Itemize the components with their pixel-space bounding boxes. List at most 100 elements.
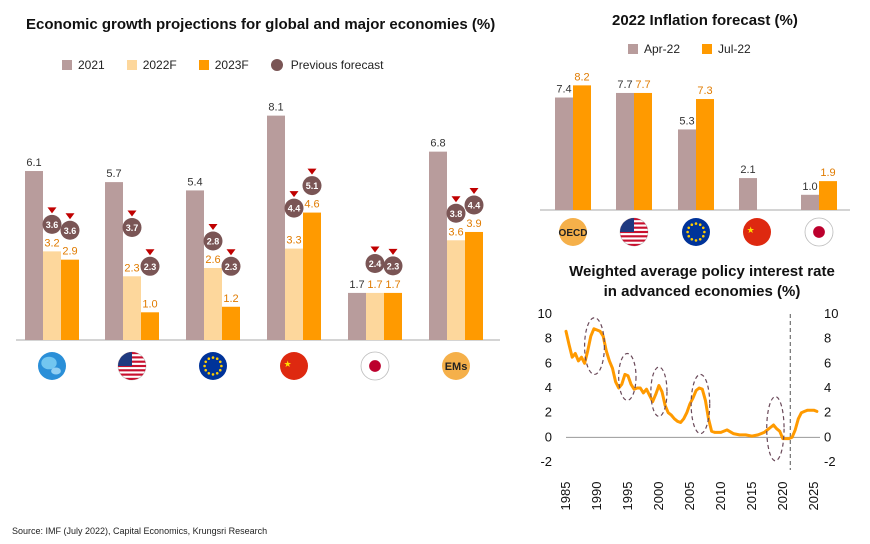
us-flag-icon-canton bbox=[118, 352, 132, 366]
policy-rate-title-line2: in advanced economies (%) bbox=[603, 283, 801, 300]
policy-rate-x-tick-label: 2015 bbox=[744, 482, 759, 511]
policy-rate-right-tick-label: 8 bbox=[824, 331, 831, 346]
inflation-bar-label: 1.0 bbox=[802, 181, 817, 193]
down-arrow-icon bbox=[226, 249, 236, 256]
legend-2022f-label: 2022F bbox=[142, 58, 177, 72]
policy-rate-right-tick-label: 0 bbox=[824, 429, 831, 444]
china-flag-icon-3: ★ bbox=[280, 352, 308, 380]
eu-flag-icon-star bbox=[698, 223, 702, 227]
policy-rate-x-tick-label: 2025 bbox=[806, 482, 821, 511]
eu-flag-icon-2 bbox=[199, 352, 227, 380]
policy-rate-right-tick-label: 4 bbox=[824, 380, 831, 395]
policy-rate-right-tick-label: -2 bbox=[824, 454, 836, 469]
eu-flag-icon-star bbox=[701, 234, 705, 238]
policy-rate-chart: -2 -2 0 0 2 2 4 4 6 6 8 8 10 10 1985 1990 1995 2000 2005 20… bbox=[538, 306, 839, 511]
previous-forecast-dot bbox=[203, 231, 223, 251]
previous-forecast-dot bbox=[221, 256, 241, 276]
policy-rate-right-tick-label: 2 bbox=[824, 405, 831, 420]
china-flag-icon-star: ★ bbox=[747, 225, 755, 235]
down-arrow-icon bbox=[208, 223, 218, 230]
inflation-bar-apr-22-3 bbox=[739, 178, 757, 210]
growth-bar-2021-5 bbox=[429, 151, 447, 340]
policy-rate-x-tick-label: 2020 bbox=[775, 482, 790, 511]
highlight-ellipse-0 bbox=[583, 317, 606, 376]
growth-bar-label: 1.7 bbox=[385, 279, 400, 291]
down-arrow-icon bbox=[65, 213, 75, 220]
china-flag-icon-star: ★ bbox=[284, 359, 292, 369]
highlight-ellipse-2 bbox=[650, 366, 668, 417]
growth-bar-2021-4 bbox=[348, 292, 366, 340]
highlight-ellipse-4 bbox=[766, 396, 785, 462]
eu-flag-icon-base bbox=[199, 352, 227, 380]
previous-forecast-dot bbox=[122, 218, 142, 238]
previous-forecast-value: 2.8 bbox=[207, 236, 220, 246]
growth-bar-label: 3.2 bbox=[44, 237, 59, 249]
previous-forecast-value: 5.1 bbox=[306, 181, 319, 191]
down-arrow-icon bbox=[307, 168, 317, 175]
eu-flag-icon-star bbox=[687, 226, 691, 230]
us-flag-icon-stripe bbox=[620, 243, 648, 246]
growth-bar-2023f-4 bbox=[384, 292, 402, 340]
eu-flag-icon-star bbox=[690, 223, 694, 227]
growth-bar-2021-2 bbox=[186, 190, 204, 340]
legend-previous-forecast-dot bbox=[270, 59, 283, 71]
inflation-bar-label: 2.1 bbox=[740, 164, 755, 176]
growth-bar-2022f-4 bbox=[366, 292, 384, 340]
inflation-bar-jul-22-2 bbox=[696, 99, 714, 210]
china-flag-icon-base bbox=[280, 352, 308, 380]
inflation-bar-jul-22-1 bbox=[634, 92, 652, 210]
growth-bar-2023f-1 bbox=[141, 312, 159, 340]
growth-bar-label: 3.9 bbox=[466, 218, 481, 230]
legend-jul22-label: Jul-22 bbox=[718, 42, 751, 56]
growth-bar-2022f-3 bbox=[285, 248, 303, 340]
eu-flag-icon-inf-2 bbox=[682, 218, 710, 246]
us-flag-icon-stripe bbox=[620, 235, 648, 238]
policy-rate-left-tick-label: 10 bbox=[538, 306, 552, 321]
growth-legend: 2021 2022F 2023F Previous forecast bbox=[62, 58, 405, 72]
previous-forecast-value: 2.4 bbox=[369, 259, 382, 269]
legend-2021-swatch bbox=[62, 60, 72, 70]
inflation-bar-label: 7.4 bbox=[556, 84, 571, 96]
oecd-badge-icon-base bbox=[559, 218, 587, 246]
inflation-bar-label: 7.7 bbox=[635, 79, 650, 91]
down-arrow-icon bbox=[388, 248, 398, 255]
eu-flag-icon-star bbox=[203, 364, 206, 368]
inflation-bar-apr-22-2 bbox=[678, 129, 696, 210]
eu-flag-icon-star bbox=[211, 356, 215, 359]
growth-chart: 6.1 3.22.9 3.6 3.6 5.7 2.3 1.0 3.7 2.3 5.4 2.6 1.2 2… bbox=[16, 102, 500, 381]
growth-bar-label: 1.7 bbox=[367, 279, 382, 291]
eu-flag-icon-star bbox=[698, 237, 702, 241]
inflation-bar-label: 7.7 bbox=[617, 79, 632, 91]
inflation-chart-title: 2022 Inflation forecast (%) bbox=[612, 12, 798, 29]
inflation-bar-apr-22-4 bbox=[801, 194, 819, 210]
eu-flag-icon-star bbox=[687, 234, 691, 238]
growth-bar-label: 2.6 bbox=[205, 254, 220, 266]
previous-forecast-value: 4.4 bbox=[468, 200, 481, 210]
us-flag-icon-stripe bbox=[118, 373, 146, 376]
growth-bar-2023f-0 bbox=[61, 259, 79, 340]
previous-forecast-value: 2.3 bbox=[387, 261, 400, 271]
inflation-bar-label: 7.3 bbox=[697, 85, 712, 97]
japan-flag-icon-inf-4 bbox=[804, 217, 834, 247]
policy-rate-left-tick-label: 4 bbox=[545, 380, 552, 395]
down-arrow-icon bbox=[469, 187, 479, 194]
previous-forecast-dot bbox=[140, 256, 160, 276]
eu-flag-icon-star bbox=[204, 368, 208, 372]
policy-rate-x-tick-label: 1990 bbox=[589, 482, 604, 511]
eu-flag-icon-star bbox=[211, 373, 215, 376]
policy-rate-x-tick-label: 2000 bbox=[651, 482, 666, 511]
growth-bar-label: 6.8 bbox=[430, 138, 445, 150]
previous-forecast-dot bbox=[383, 256, 403, 276]
eu-flag-icon-star bbox=[215, 371, 219, 375]
down-arrow-icon bbox=[451, 196, 461, 203]
inflation-bar-apr-22-1 bbox=[616, 92, 634, 210]
growth-bar-label: 5.4 bbox=[187, 176, 202, 188]
oecd-badge-icon-label: OECD bbox=[559, 228, 588, 239]
us-flag-icon-canton bbox=[620, 218, 634, 232]
previous-forecast-value: 3.6 bbox=[46, 220, 59, 230]
legend-apr22-swatch bbox=[628, 44, 638, 54]
china-flag-icon-inf-3: ★ bbox=[743, 218, 771, 246]
previous-forecast-value: 2.3 bbox=[144, 262, 157, 272]
growth-bar-2022f-0 bbox=[43, 251, 61, 340]
policy-rate-line bbox=[564, 327, 819, 441]
